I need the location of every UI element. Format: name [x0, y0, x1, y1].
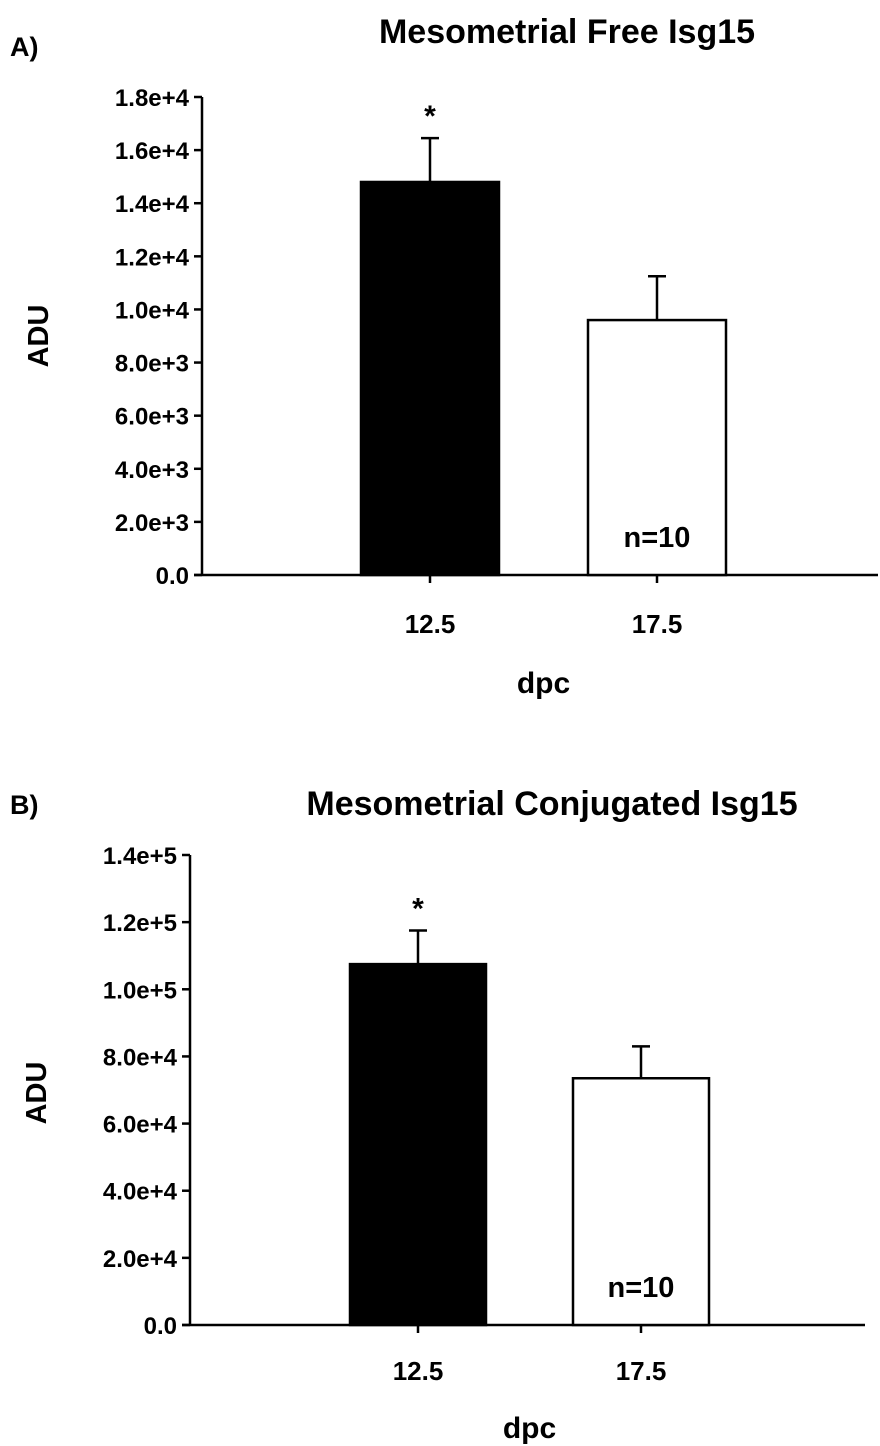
- chart-panel-b: B) Mesometrial Conjugated Isg15 0.0 2.0e+4 4…: [0, 723, 880, 1446]
- y-tick-label: 1.6e+4: [115, 138, 190, 165]
- bar-12.5: [359, 180, 501, 577]
- y-tick-label: 1.2e+4: [115, 244, 190, 271]
- y-tick-label: 1.4e+5: [103, 843, 177, 870]
- y-tick-label: 1.0e+5: [103, 977, 177, 1004]
- x-axis-label: dpc: [517, 667, 570, 700]
- y-tick-label: 2.0e+3: [115, 510, 189, 537]
- y-axis-label: ADU: [21, 1062, 53, 1125]
- x-tick-label: 12.5: [393, 1356, 444, 1386]
- y-tick-label: 6.0e+3: [115, 404, 189, 431]
- chart-title: Mesometrial Free Isg15: [379, 13, 755, 51]
- y-tick-label: 4.0e+4: [103, 1179, 178, 1206]
- sample-size-label: n=10: [624, 522, 691, 554]
- x-tick-label: 17.5: [616, 1356, 667, 1386]
- y-tick-label: 1.0e+4: [115, 297, 190, 324]
- y-tick-label: 0.0: [144, 1313, 177, 1340]
- x-tick-label: 12.5: [405, 609, 456, 639]
- y-tick-label: 1.8e+4: [115, 85, 190, 112]
- bar-chart-free-isg15: A) Mesometrial Free Isg15 0.0 2.0e+3 4.0e+3 6…: [10, 13, 878, 700]
- y-tick-label: 2.0e+4: [103, 1246, 178, 1273]
- bar-17.5: [586, 318, 728, 577]
- panel-label: A): [10, 32, 39, 62]
- panel-label: B): [10, 790, 39, 820]
- y-tick-label: 4.0e+3: [115, 457, 189, 484]
- bar-chart-conjugated-isg15: B) Mesometrial Conjugated Isg15 0.0 2.0e+4 4…: [10, 785, 865, 1445]
- significance-marker: *: [424, 100, 436, 133]
- y-tick-label: 1.2e+5: [103, 910, 177, 937]
- sample-size-label: n=7: [393, 1272, 444, 1304]
- significance-marker: *: [412, 893, 424, 926]
- y-tick-label: 0.0: [156, 563, 189, 590]
- y-tick-label: 8.0e+3: [115, 351, 189, 378]
- chart-title: Mesometrial Conjugated Isg15: [306, 785, 797, 823]
- x-axis-label: dpc: [503, 1412, 556, 1445]
- bar-17.5: [571, 1077, 711, 1327]
- x-tick-label: 17.5: [632, 609, 683, 639]
- y-axis-label: ADU: [23, 305, 55, 368]
- chart-panel-a: A) Mesometrial Free Isg15 0.0 2.0e+3 4.0e+3 6…: [10, 13, 878, 700]
- y-tick-label: 8.0e+4: [103, 1044, 178, 1071]
- y-tick-label: 1.4e+4: [115, 191, 190, 218]
- y-tick-label: 6.0e+4: [103, 1112, 178, 1139]
- sample-size-label: n=10: [608, 1272, 675, 1304]
- bar-12.5: [348, 962, 488, 1327]
- sample-size-label: n=7: [405, 522, 456, 554]
